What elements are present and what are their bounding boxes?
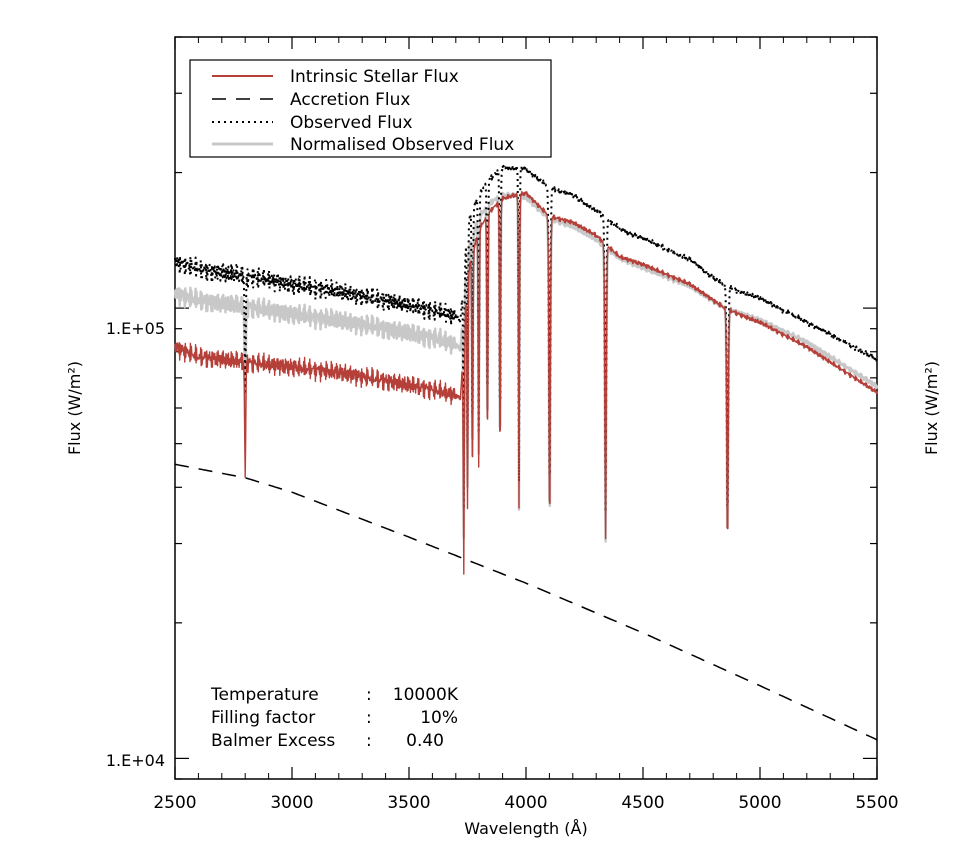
y-axis-title-left: Flux (W/m²) bbox=[65, 361, 84, 455]
y-tick-label: 1.E+05 bbox=[106, 319, 165, 338]
axis-ticks bbox=[174, 36, 878, 780]
x-axis-title: Wavelength (Å) bbox=[464, 819, 587, 838]
x-tick-labels: 2500 3000 3500 4000 4500 5000 5500 bbox=[153, 793, 898, 813]
legend-label: Observed Flux bbox=[290, 113, 413, 133]
y-axis-title-right: Flux (W/m²) bbox=[922, 361, 941, 455]
annotation-sep: : bbox=[366, 731, 372, 751]
series-line-observed-flux bbox=[174, 164, 878, 514]
x-tick-label: 5500 bbox=[855, 793, 898, 813]
annotation-label: Filling factor bbox=[211, 708, 315, 728]
x-tick-label: 5000 bbox=[738, 793, 781, 813]
annotation-label: Balmer Excess bbox=[211, 731, 335, 751]
series-line-accretion-flux bbox=[174, 463, 878, 741]
annotation-sep: : bbox=[366, 685, 372, 705]
x-tick-label: 4500 bbox=[621, 793, 664, 813]
annotation-value: 0.40 bbox=[406, 731, 444, 751]
x-tick-label: 2500 bbox=[153, 793, 196, 813]
annotation-label: Temperature bbox=[210, 685, 319, 705]
series-line-intrinsic-stellar-flux bbox=[174, 190, 878, 575]
legend: Intrinsic Stellar Flux Accretion Flux Ob… bbox=[189, 59, 552, 158]
legend-label: Accretion Flux bbox=[290, 90, 410, 110]
y-tick-label: 1.E+04 bbox=[106, 751, 165, 770]
annotation-value: 10000K bbox=[393, 685, 459, 705]
x-tick-label: 3500 bbox=[387, 793, 430, 813]
annotation-value: 10% bbox=[420, 708, 458, 728]
parameter-annotations: Temperature : 10000K Filling factor : 10… bbox=[210, 685, 459, 751]
series-layer bbox=[173, 164, 879, 741]
annotation-sep: : bbox=[366, 708, 372, 728]
legend-label: Intrinsic Stellar Flux bbox=[290, 67, 459, 87]
x-tick-label: 3000 bbox=[270, 793, 313, 813]
legend-label: Normalised Observed Flux bbox=[290, 135, 514, 155]
x-tick-label: 4000 bbox=[504, 793, 547, 813]
